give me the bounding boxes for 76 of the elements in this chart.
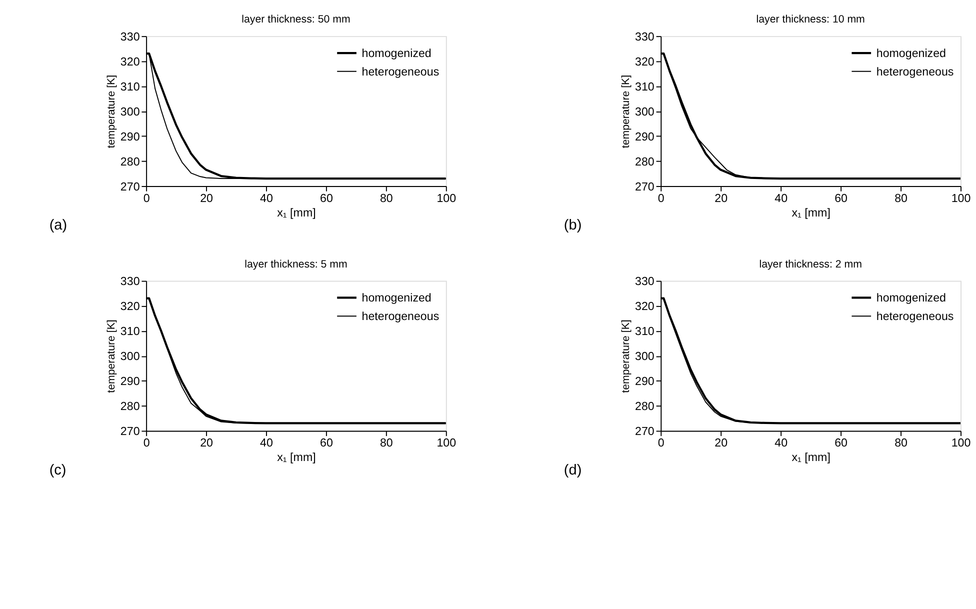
y-tick-label: 300 [120,350,140,364]
y-tick-label: 280 [635,400,654,414]
x-tick-label: 60 [320,436,333,450]
x-tick-label: 40 [774,436,788,450]
y-tick-label: 290 [635,375,654,388]
legend-label: homogenized [876,292,946,305]
x-axis-title: x₁ [mm] [277,206,316,220]
y-tick-label: 300 [635,105,654,118]
text: (d) [564,462,582,478]
y-tick-label: 310 [120,80,140,94]
legend-label: homogenized [362,292,432,305]
x-tick-label: 20 [200,192,213,205]
x-tick-label: 100 [436,436,456,450]
x-tick-label: 100 [951,192,971,205]
y-axis-title: temperature [K] [620,74,632,148]
x-tick-label: 80 [894,192,908,205]
y-tick-label: 330 [120,30,140,44]
y-tick-label: 300 [635,350,654,364]
x-tick-label: 100 [951,436,971,450]
x-tick-label: 60 [834,436,848,450]
x-axis-title: x₁ [mm] [277,451,316,464]
x-tick-label: 60 [320,192,333,205]
x-tick-label: 0 [658,192,664,205]
y-tick-label: 270 [635,180,654,194]
y-tick-label: 320 [120,300,140,314]
text: (a) [49,218,68,234]
chart-title: layer thickness: 2 mm [759,258,862,270]
y-tick-label: 330 [635,30,654,44]
x-axis-title: x₁ [mm] [792,451,830,464]
x-tick-label: 20 [714,436,728,450]
x-tick-label: 100 [436,192,456,205]
legend-label: homogenized [876,46,946,60]
chart-title: layer thickness: 50 mm [242,14,350,26]
y-tick-label: 270 [120,425,140,438]
y-tick-label: 270 [120,180,140,194]
y-tick-label: 290 [120,130,140,144]
x-axis-title: x₁ [mm] [792,206,830,220]
y-tick-label: 310 [635,325,654,338]
x-tick-label: 80 [380,192,393,205]
legend-label: heterogeneous [876,65,954,78]
y-axis-title: temperature [K] [106,74,118,148]
y-tick-label: 330 [635,275,654,288]
legend-label: heterogeneous [876,310,954,323]
y-axis-title: temperature [K] [106,320,118,393]
x-tick-label: 40 [260,192,273,205]
y-tick-label: 300 [120,105,140,118]
x-tick-label: 0 [143,192,150,205]
y-tick-label: 320 [635,300,654,314]
y-tick-label: 320 [120,55,140,68]
y-tick-label: 320 [635,55,654,68]
y-tick-label: 310 [635,80,654,94]
x-tick-label: 20 [714,192,728,205]
x-tick-label: 80 [894,436,908,450]
y-axis-title: temperature [K] [620,320,632,393]
y-tick-label: 330 [120,275,140,288]
y-tick-label: 280 [120,155,140,168]
x-tick-label: 40 [260,436,273,450]
legend-label: heterogeneous [362,310,440,323]
text: (c) [49,462,66,478]
y-tick-label: 270 [635,425,654,438]
y-tick-label: 310 [120,325,140,338]
x-tick-label: 0 [658,436,664,450]
x-tick-label: 40 [774,192,788,205]
y-tick-label: 280 [120,400,140,414]
y-tick-label: 280 [635,155,654,168]
x-tick-label: 60 [834,192,848,205]
y-tick-label: 290 [635,130,654,144]
y-tick-label: 290 [120,375,140,388]
chart-title: layer thickness: 5 mm [244,258,348,270]
chart-title: layer thickness: 10 mm [756,14,866,26]
x-tick-label: 80 [380,436,393,450]
text: (b) [564,218,582,234]
legend-label: homogenized [362,46,432,60]
legend-label: heterogeneous [362,65,440,78]
x-tick-label: 20 [200,436,213,450]
x-tick-label: 0 [143,436,150,450]
